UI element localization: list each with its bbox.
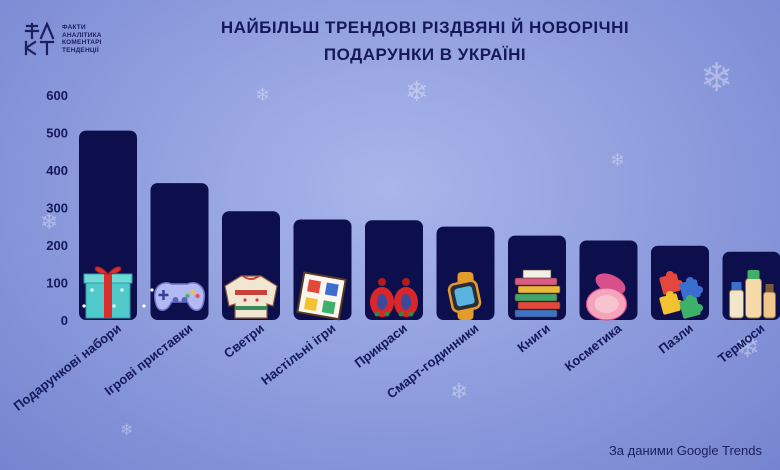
logo-text: ФАКТИ АНАЛІТИКА КОМЕНТАРІ ТЕНДЕНЦІЇ — [62, 24, 102, 54]
logo-line: АНАЛІТИКА — [62, 31, 102, 39]
cosmetics-icon — [585, 273, 628, 321]
snowflake-icon: ❄ — [40, 210, 59, 235]
x-tick-label: Подарункові набори — [11, 321, 124, 414]
source-note: За даними Google Trends — [608, 443, 762, 458]
puzzle-icon — [659, 271, 703, 319]
snowflake-icon: ❄ — [120, 420, 134, 439]
snowflake-icon: ❄ — [610, 150, 626, 171]
snowflake-icon: ❄ — [255, 85, 271, 106]
y-tick-label: 300 — [46, 201, 68, 216]
logo-mark-icon — [24, 22, 55, 56]
x-tick-label: Книги — [514, 321, 553, 356]
y-tick-label: 500 — [46, 126, 68, 141]
gift-box-icon — [82, 266, 154, 319]
earrings-icon — [370, 278, 418, 317]
x-tick-label: Прикраси — [352, 321, 410, 371]
bar-icons — [82, 266, 776, 321]
y-tick-label: 200 — [46, 238, 68, 253]
x-tick-label: Настільні ігри — [258, 321, 338, 388]
thermos-icon — [729, 270, 776, 319]
x-tick-label: Пазли — [656, 321, 696, 357]
snowflake-icon: ❄ — [405, 75, 429, 108]
x-tick-label: Термоси — [715, 321, 767, 367]
snowflake-icon: ❄ — [735, 330, 761, 365]
logo: ФАКТИ АНАЛІТИКА КОМЕНТАРІ ТЕНДЕНЦІЇ — [22, 22, 102, 56]
x-tick-label: Косметика — [562, 320, 625, 374]
gamepad-icon — [153, 282, 206, 311]
sweater-icon — [224, 275, 278, 319]
chart-title: НАЙБІЛЬШ ТРЕНДОВІ РІЗДВЯНІ Й НОВОРІЧНІ П… — [160, 14, 690, 68]
y-tick-label: 400 — [46, 163, 68, 178]
logo-line: ФАКТИ — [62, 24, 86, 31]
y-axis: 0 100 200 300 400 500 600 — [46, 88, 68, 328]
snowflake-icon: ❄ — [450, 380, 469, 405]
y-tick-label: 100 — [46, 276, 68, 291]
y-tick-label: 600 — [46, 88, 68, 103]
x-tick-label: Светри — [221, 321, 267, 361]
bar — [79, 130, 137, 320]
snowflake-icon: ❄ — [700, 55, 734, 101]
y-tick-label: 0 — [61, 313, 68, 328]
books-icon — [514, 269, 561, 318]
logo-line: ТЕНДЕНЦІЇ — [62, 46, 99, 54]
chart-title-line-2: ПОДАРУНКИ В УКРАЇНІ — [323, 45, 527, 64]
board-game-icon — [296, 271, 347, 321]
logo-line: КОМЕНТАРІ — [62, 39, 102, 46]
smartwatch-icon — [447, 272, 482, 320]
chart-title-line-1: НАЙБІЛЬШ ТРЕНДОВІ РІЗДВЯНІ Й НОВОРІЧНІ — [220, 18, 630, 37]
